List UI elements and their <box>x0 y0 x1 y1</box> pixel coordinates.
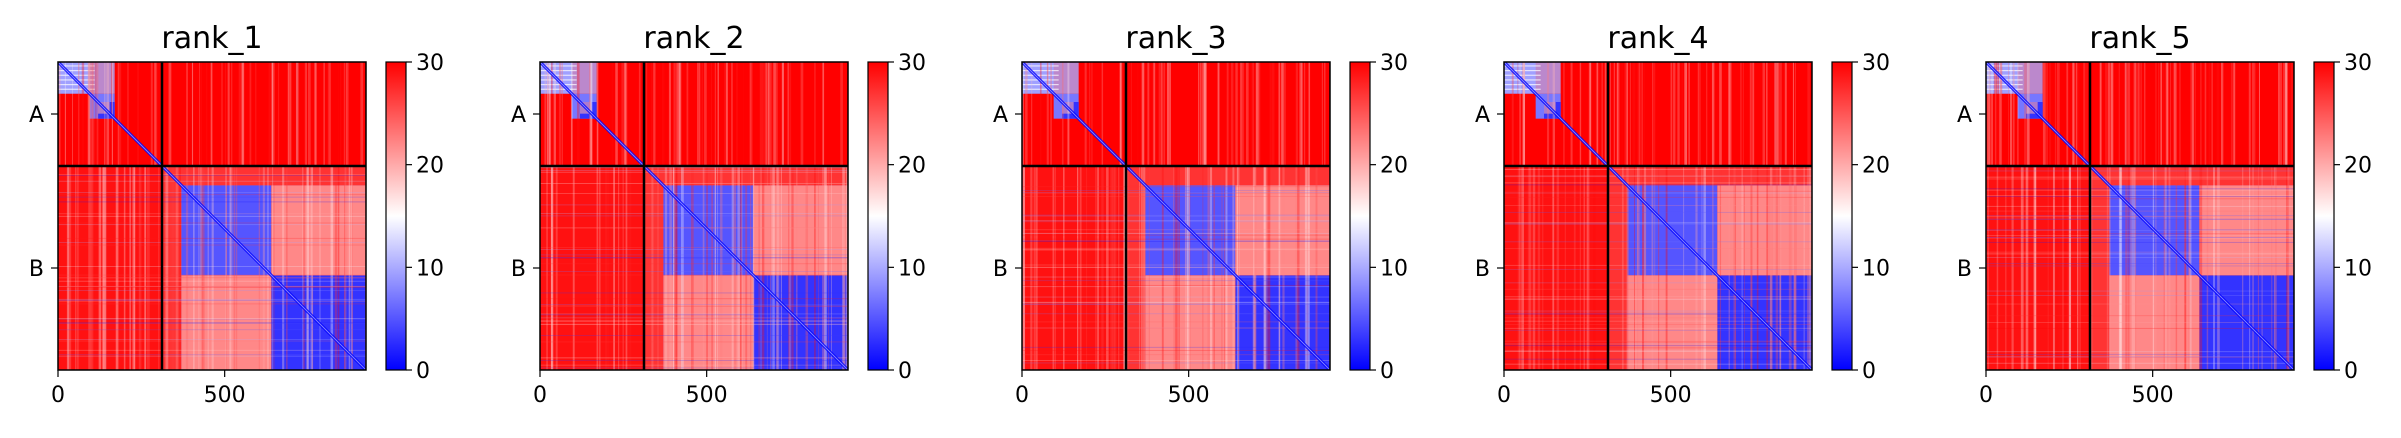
x-tick-label: 500 <box>204 383 246 408</box>
plot-frame <box>1503 61 1813 371</box>
plot-frame <box>1985 61 2295 371</box>
colorbar-tick-label: 30 <box>1380 51 1408 76</box>
heatmap-matrix <box>58 62 366 370</box>
heatmap-matrix <box>1022 62 1330 370</box>
x-tick-label: 0 <box>533 383 547 408</box>
plot-frame <box>1021 61 1331 371</box>
plot-frame <box>57 61 367 371</box>
heatmap-matrix <box>540 62 848 370</box>
heatmap-block-2 <box>1608 62 1812 166</box>
y-tick-label: B <box>1475 257 1490 282</box>
colorbar-tick-label: 0 <box>898 359 912 384</box>
colorbar-tick-label: 10 <box>1380 256 1408 281</box>
y-tick-label: A <box>993 103 1008 128</box>
colorbar-tick-label: 20 <box>898 154 926 179</box>
colorbar-tick-label: 20 <box>1380 154 1408 179</box>
heatmap-block-3 <box>58 166 162 370</box>
heatmap-matrix <box>1504 62 1812 370</box>
heatmap-panel-2: rank_2 0 500 A B 0 10 20 30 <box>511 21 926 408</box>
y-tick-label: A <box>29 103 44 128</box>
heatmap-panel-4: rank_4 0 500 A B 0 10 20 30 <box>1475 21 1890 408</box>
heatmap-block-3 <box>1504 166 1608 370</box>
y-tick-label: B <box>1957 257 1972 282</box>
chart-title: rank_5 <box>2089 21 2190 56</box>
chart-title: rank_3 <box>1125 21 1226 56</box>
colorbar-tick-label: 20 <box>1862 154 1890 179</box>
chart-title: rank_4 <box>1607 21 1708 56</box>
colorbar-tick-label: 20 <box>416 154 444 179</box>
x-tick-label: 500 <box>1650 383 1692 408</box>
y-tick-label: B <box>511 257 526 282</box>
heatmap-block-2 <box>644 62 848 166</box>
colorbar-tick-label: 10 <box>898 256 926 281</box>
y-tick-label: B <box>29 257 44 282</box>
colorbar <box>385 61 407 371</box>
heatmap-panel-1: rank_1 0 500 A B 0 10 20 30 <box>29 21 444 408</box>
y-tick-label: A <box>1475 103 1490 128</box>
colorbar-tick-label: 10 <box>1862 256 1890 281</box>
colorbar-tick-label: 30 <box>1862 51 1890 76</box>
colorbar-tick-label: 0 <box>1862 359 1876 384</box>
y-tick-label: A <box>511 103 526 128</box>
plot-frame <box>539 61 849 371</box>
y-tick-label: A <box>1957 103 1972 128</box>
y-tick-label: B <box>993 257 1008 282</box>
colorbar-tick-label: 10 <box>2344 256 2372 281</box>
x-tick-label: 0 <box>1015 383 1029 408</box>
heatmap-panel-3: rank_3 0 500 A B 0 10 20 30 <box>993 21 1408 408</box>
colorbar <box>2313 61 2335 371</box>
colorbar-tick-label: 20 <box>2344 154 2372 179</box>
heatmap-block-2 <box>2090 62 2294 166</box>
colorbar <box>1349 61 1371 371</box>
x-tick-label: 0 <box>1497 383 1511 408</box>
heatmap-block-2 <box>1126 62 1330 166</box>
colorbar-tick-label: 30 <box>898 51 926 76</box>
colorbar <box>867 61 889 371</box>
heatmap-block-2 <box>162 62 366 166</box>
heatmap-panel-5: rank_5 0 500 A B 0 10 20 30 <box>1957 21 2372 408</box>
colorbar-tick-label: 30 <box>2344 51 2372 76</box>
colorbar-tick-label: 0 <box>416 359 430 384</box>
heatmap-matrix <box>1986 62 2294 370</box>
chart-title: rank_2 <box>643 21 744 56</box>
x-tick-label: 500 <box>686 383 728 408</box>
heatmap-block-3 <box>1986 166 2090 370</box>
x-tick-label: 0 <box>1979 383 1993 408</box>
heatmap-block-3 <box>1022 166 1126 370</box>
colorbar-tick-label: 10 <box>416 256 444 281</box>
heatmap-block-3 <box>540 166 644 370</box>
colorbar-tick-label: 30 <box>416 51 444 76</box>
colorbar-tick-label: 0 <box>2344 359 2358 384</box>
x-tick-label: 500 <box>1168 383 1210 408</box>
x-tick-label: 0 <box>51 383 65 408</box>
colorbar-tick-label: 0 <box>1380 359 1394 384</box>
chart-title: rank_1 <box>161 21 262 56</box>
colorbar <box>1831 61 1853 371</box>
x-tick-label: 500 <box>2132 383 2174 408</box>
